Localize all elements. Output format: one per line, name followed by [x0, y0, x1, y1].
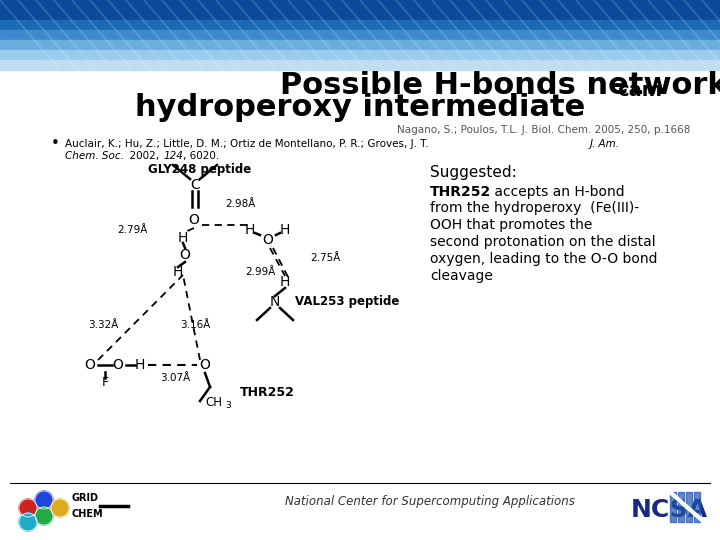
Bar	[0, 20, 720, 30]
Text: CHEM: CHEM	[72, 509, 104, 519]
Text: VAL253 peptide: VAL253 peptide	[295, 295, 400, 308]
Text: CH: CH	[205, 395, 222, 408]
Text: 3.32Å: 3.32Å	[88, 320, 118, 330]
Text: 3.07Å: 3.07Å	[160, 373, 190, 383]
Circle shape	[51, 499, 69, 517]
Text: H: H	[245, 223, 255, 237]
Circle shape	[35, 491, 53, 509]
Text: from the hydroperoxy  (Fe(III)-: from the hydroperoxy (Fe(III)-	[430, 201, 639, 215]
Text: C: C	[190, 178, 200, 192]
Text: 2.98Å: 2.98Å	[225, 199, 255, 209]
Text: 124: 124	[163, 151, 183, 161]
Text: O: O	[189, 213, 199, 227]
Text: 2.79Å: 2.79Å	[118, 225, 148, 235]
Text: Suggested:: Suggested:	[430, 165, 517, 179]
Text: Possible H-bonds network for P450: Possible H-bonds network for P450	[280, 71, 720, 99]
Text: 2002,: 2002,	[123, 151, 163, 161]
Text: OOH that promotes the: OOH that promotes the	[430, 218, 593, 232]
Circle shape	[19, 499, 37, 517]
Bar	[0, 60, 720, 70]
Text: GRID: GRID	[72, 493, 99, 503]
Bar	[0, 50, 720, 60]
Text: accepts an H-bond: accepts an H-bond	[490, 185, 625, 199]
Bar	[0, 0, 720, 20]
Text: Nagano, S.; Poulos, T.L. J. Biol. Chem. 2005, 250, p.1668: Nagano, S.; Poulos, T.L. J. Biol. Chem. …	[397, 125, 690, 135]
Circle shape	[19, 513, 37, 531]
Text: cam: cam	[617, 82, 662, 100]
Text: THR252: THR252	[240, 386, 295, 399]
Text: O: O	[84, 358, 96, 372]
Bar	[670, 492, 676, 522]
Bar	[0, 40, 720, 50]
Text: O: O	[263, 233, 274, 247]
Text: THR252: THR252	[430, 185, 491, 199]
Text: National Center for Supercomputing Applications: National Center for Supercomputing Appli…	[285, 496, 575, 509]
Text: O: O	[199, 358, 210, 372]
Text: GLY248 peptide: GLY248 peptide	[148, 164, 251, 177]
Text: O: O	[179, 248, 190, 262]
Text: H: H	[135, 358, 145, 372]
Text: NCSA: NCSA	[631, 498, 708, 522]
Text: , 6020.: , 6020.	[183, 151, 220, 161]
Text: O: O	[112, 358, 123, 372]
Text: N: N	[270, 295, 280, 309]
Bar	[686, 492, 692, 522]
Text: 2.99Å: 2.99Å	[245, 267, 275, 277]
Bar	[694, 492, 700, 522]
Text: F: F	[102, 375, 109, 388]
Bar	[0, 30, 720, 40]
Text: 3.16Å: 3.16Å	[180, 320, 210, 330]
Text: Auclair, K.; Hu, Z.; Little, D. M.; Ortiz de Montellano, P. R.; Groves, J. T.: Auclair, K.; Hu, Z.; Little, D. M.; Orti…	[65, 139, 432, 149]
Text: second protonation on the distal: second protonation on the distal	[430, 235, 656, 249]
Text: J. Am.: J. Am.	[590, 139, 620, 149]
Text: 3: 3	[225, 402, 230, 410]
Text: hydroperoxy intermediate: hydroperoxy intermediate	[135, 93, 585, 123]
Text: •: •	[50, 137, 60, 152]
Text: H: H	[280, 223, 290, 237]
Text: H: H	[280, 275, 290, 289]
Text: cleavage: cleavage	[430, 269, 493, 283]
Text: H: H	[178, 231, 188, 245]
Text: oxygen, leading to the O-O bond: oxygen, leading to the O-O bond	[430, 252, 657, 266]
Text: 2.75Å: 2.75Å	[310, 253, 341, 263]
Text: Chem. Soc.: Chem. Soc.	[65, 151, 124, 161]
Bar	[678, 492, 684, 522]
Circle shape	[35, 507, 53, 525]
Text: H: H	[173, 265, 183, 279]
